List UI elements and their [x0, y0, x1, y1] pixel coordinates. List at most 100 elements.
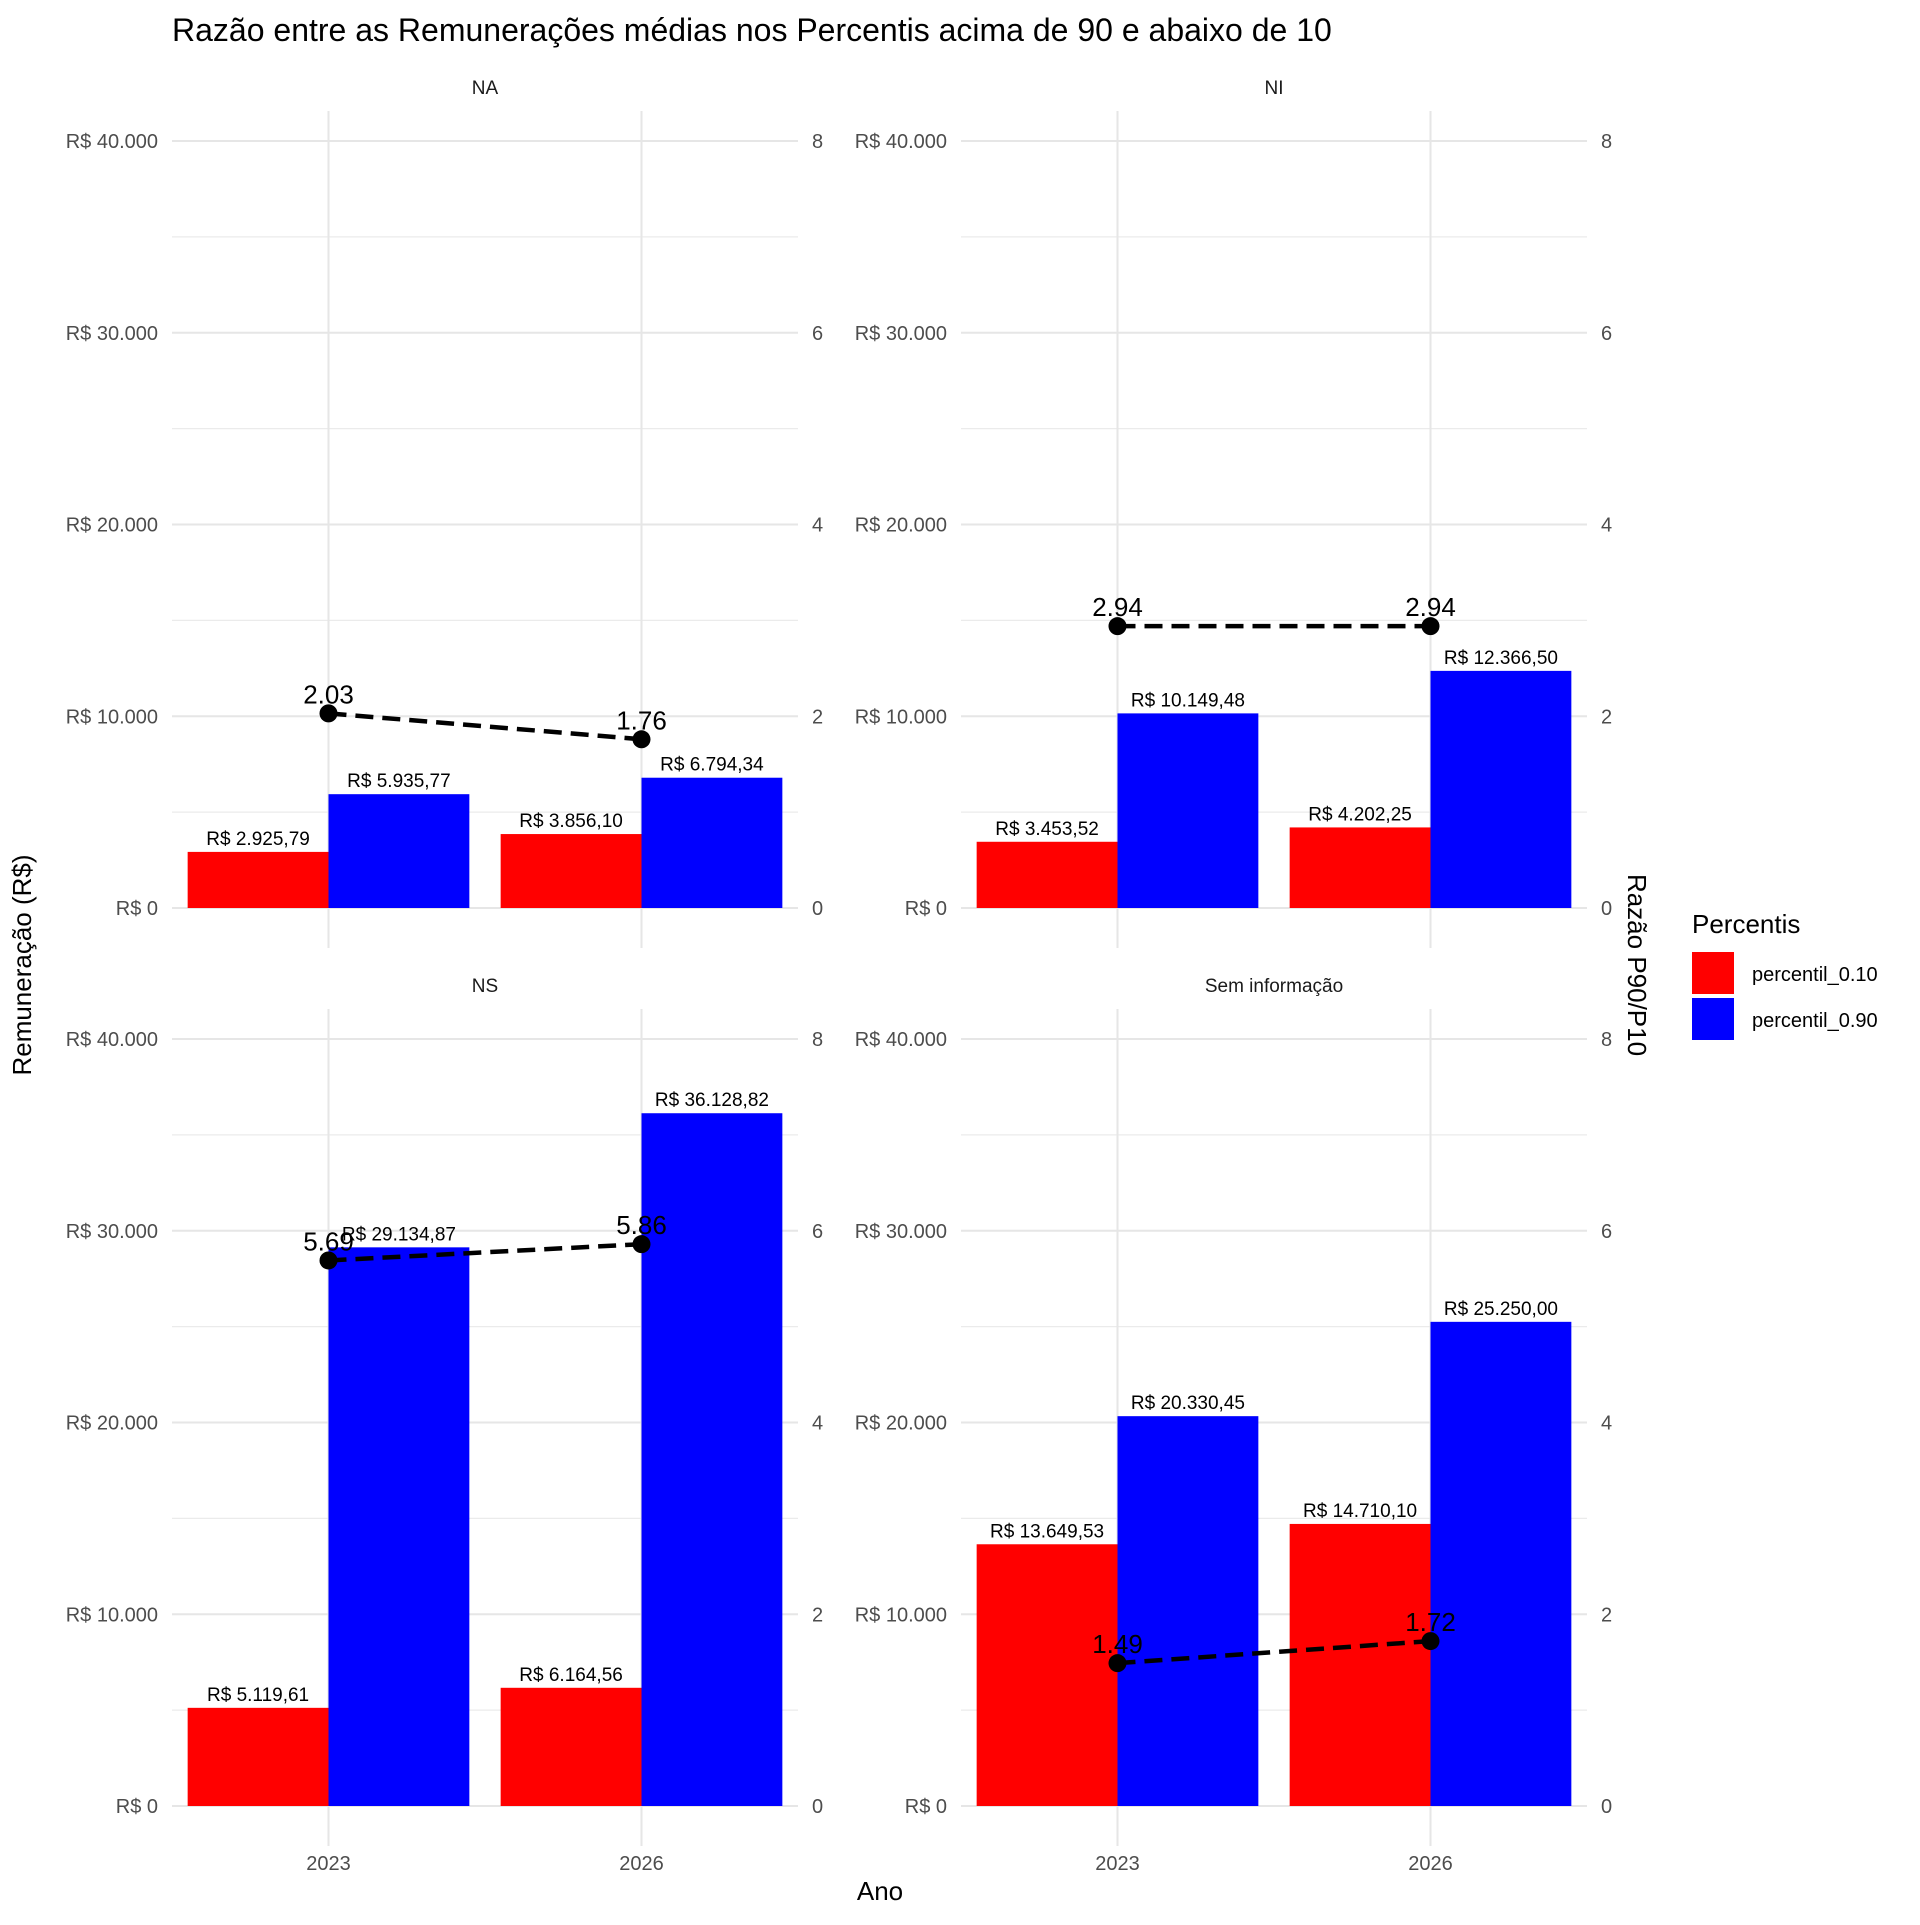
bar-value-label: R$ 10.149,48 [1131, 690, 1245, 711]
bar-percentil_0.90 [328, 1247, 470, 1806]
y-tick-label: R$ 0 [905, 898, 947, 920]
y-tick-label: R$ 0 [116, 898, 158, 920]
bar-percentil_0.10 [1289, 827, 1431, 908]
y-tick-label: R$ 20.000 [66, 1413, 158, 1435]
ratio-point [1108, 617, 1127, 636]
y2-tick-label: 6 [812, 323, 823, 345]
y2-tick-label: 8 [812, 131, 823, 153]
x-tick-label: 2026 [619, 1853, 664, 1875]
legend-swatch-percentil_0.10 [1692, 952, 1734, 994]
y-axis-title: Remuneração (R$) [7, 854, 37, 1075]
ratio-label: 5.86 [616, 1210, 667, 1240]
bar-value-label: R$ 2.925,79 [206, 829, 310, 850]
bar-value-label: R$ 5.119,61 [207, 1685, 309, 1706]
bar-value-label: R$ 20.330,45 [1131, 1393, 1245, 1414]
bar-percentil_0.10 [500, 1687, 642, 1806]
ratio-point [632, 730, 651, 749]
y-tick-label: R$ 40.000 [855, 131, 947, 153]
y2-tick-label: 0 [1601, 898, 1612, 920]
y-tick-label: R$ 40.000 [855, 1029, 947, 1051]
y2-tick-label: 8 [812, 1029, 823, 1051]
legend-swatch-percentil_0.90 [1692, 998, 1734, 1040]
y-tick-label: R$ 30.000 [66, 1221, 158, 1243]
y2-tick-label: 8 [1601, 1029, 1612, 1051]
ratio-label: 2.94 [1405, 592, 1456, 622]
y-tick-label: R$ 30.000 [855, 1221, 947, 1243]
bar-value-label: R$ 36.128,82 [655, 1090, 769, 1111]
panel-strip-label: NA [472, 78, 499, 99]
ratio-point [319, 704, 338, 723]
y-tick-label: R$ 10.000 [66, 1604, 158, 1626]
bar-value-label: R$ 13.649,53 [990, 1521, 1104, 1542]
bar-percentil_0.10 [187, 851, 329, 908]
bar-value-label: R$ 12.366,50 [1444, 648, 1558, 669]
legend-label: percentil_0.10 [1752, 964, 1878, 986]
y2-axis-title: Razão P90/P10 [1622, 874, 1652, 1056]
bar-percentil_0.10 [500, 834, 642, 908]
ratio-point [319, 1251, 338, 1270]
y-tick-label: R$ 20.000 [855, 1413, 947, 1435]
bar-value-label: R$ 6.164,56 [519, 1665, 623, 1686]
y2-tick-label: 4 [1601, 515, 1612, 537]
ratio-point [1421, 1632, 1440, 1651]
y-tick-label: R$ 10.000 [855, 1604, 947, 1626]
y2-tick-label: 2 [812, 706, 823, 728]
bar-value-label: R$ 4.202,25 [1308, 804, 1412, 825]
y-tick-label: R$ 40.000 [66, 131, 158, 153]
ratio-label: 1.76 [616, 705, 667, 735]
panel-strip-label: Sem informação [1205, 976, 1343, 997]
y2-tick-label: 0 [812, 898, 823, 920]
bar-percentil_0.90 [1430, 670, 1572, 908]
y2-tick-label: 4 [1601, 1413, 1612, 1435]
bar-value-label: R$ 3.856,10 [519, 811, 623, 832]
ratio-label: 2.03 [303, 679, 354, 709]
legend-title: Percentis [1692, 909, 1800, 939]
x-tick-label: 2023 [1095, 1853, 1140, 1875]
y2-tick-label: 2 [1601, 1604, 1612, 1626]
bar-percentil_0.90 [1117, 1416, 1259, 1806]
y2-tick-label: 4 [812, 515, 823, 537]
bar-value-label: R$ 5.935,77 [347, 771, 451, 792]
y2-tick-label: 6 [1601, 323, 1612, 345]
legend-label: percentil_0.90 [1752, 1010, 1878, 1032]
panel-strip-label: NS [472, 976, 498, 997]
ratio-point [632, 1235, 651, 1254]
y-tick-label: R$ 0 [905, 1796, 947, 1818]
bar-percentil_0.90 [641, 1113, 783, 1806]
bar-percentil_0.10 [976, 841, 1118, 908]
bar-percentil_0.90 [1430, 1321, 1572, 1806]
panel-na: NA R$ 0 R$ 10.000 R$ 20.000 R$ 30.000 R$ 40.0… [66, 78, 823, 948]
y2-tick-label: 0 [1601, 1796, 1612, 1818]
panel-sem-informação: Sem informação R$ 0 R$ 10.000 R$ 20.000 R$ 3… [855, 976, 1612, 1875]
ratio-line [328, 711, 642, 742]
y-tick-label: R$ 10.000 [855, 706, 947, 728]
y2-tick-label: 6 [1601, 1221, 1612, 1243]
bar-percentil_0.90 [328, 794, 470, 908]
y2-tick-label: 6 [812, 1221, 823, 1243]
y2-tick-label: 2 [812, 1604, 823, 1626]
ratio-point [1421, 617, 1440, 636]
bar-percentil_0.90 [1117, 713, 1259, 908]
bar-percentil_0.10 [1289, 1523, 1431, 1806]
y-tick-label: R$ 10.000 [66, 706, 158, 728]
panel-ni: NI R$ 0 R$ 10.000 R$ 20.000 R$ 30.000 R$ 40.0… [855, 78, 1612, 948]
x-tick-label: 2023 [306, 1853, 351, 1875]
y-tick-label: R$ 30.000 [855, 323, 947, 345]
y-tick-label: R$ 40.000 [66, 1029, 158, 1051]
panel-strip-label: NI [1265, 78, 1284, 99]
bar-value-label: R$ 14.710,10 [1303, 1501, 1417, 1522]
y-tick-label: R$ 30.000 [66, 323, 158, 345]
bar-value-label: R$ 3.453,52 [995, 819, 1099, 840]
ratio-label: 1.49 [1092, 1629, 1143, 1659]
y2-tick-label: 0 [812, 1796, 823, 1818]
x-tick-label: 2026 [1408, 1853, 1453, 1875]
ratio-label: 5.69 [303, 1226, 354, 1256]
chart-title: Razão entre as Remunerações médias nos P… [172, 12, 1332, 48]
y-tick-label: R$ 20.000 [66, 515, 158, 537]
y-tick-label: R$ 0 [116, 1796, 158, 1818]
panels: NA R$ 0 R$ 10.000 R$ 20.000 R$ 30.000 R$ 40.0… [66, 78, 1612, 1875]
legend-entries: percentil_0.10 percentil_0.90 [1692, 952, 1878, 1040]
y2-tick-label: 4 [812, 1413, 823, 1435]
y2-tick-label: 8 [1601, 131, 1612, 153]
